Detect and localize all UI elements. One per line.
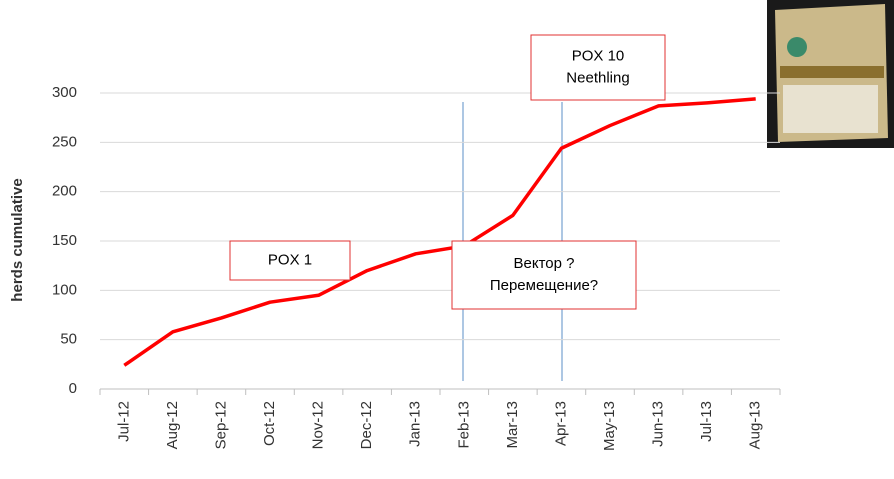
x-tick-label: Aug-13 bbox=[747, 401, 764, 449]
x-tick-label: Feb-13 bbox=[455, 401, 472, 449]
x-tick-label: Jul-12 bbox=[115, 401, 132, 442]
annotation-text: POX 1 bbox=[268, 251, 312, 268]
annotation-text: Перемещение? bbox=[490, 277, 598, 294]
chart: herds cumulative 0 50 100 150 200 250 300 Jul-1… bbox=[0, 0, 894, 479]
x-tick-label: Mar-13 bbox=[504, 401, 521, 449]
x-tick-label: Apr-13 bbox=[552, 401, 569, 446]
y-tick-label: 50 bbox=[60, 331, 77, 348]
x-tick-label: Jan-13 bbox=[407, 401, 424, 447]
x-tick-label: Jun-13 bbox=[650, 401, 667, 447]
x-tick-label: May-13 bbox=[601, 401, 618, 451]
x-tick-label: Aug-12 bbox=[164, 401, 181, 449]
y-tick-label: 250 bbox=[52, 133, 77, 150]
product-image bbox=[767, 0, 894, 148]
annotation-box bbox=[452, 241, 636, 309]
x-tick-label: Dec-12 bbox=[358, 401, 375, 449]
x-tick-label: Jul-13 bbox=[698, 401, 715, 442]
y-tick-label: 0 bbox=[69, 380, 77, 397]
x-tick-label: Sep-12 bbox=[212, 401, 229, 449]
x-tick-label: Nov-12 bbox=[310, 401, 327, 449]
annotation-text: Neethling bbox=[566, 69, 629, 86]
annotation-box bbox=[531, 35, 665, 100]
y-tick-label: 150 bbox=[52, 232, 77, 249]
annotation-text: POX 10 bbox=[572, 47, 625, 64]
y-axis-label: herds cumulative bbox=[9, 178, 26, 301]
annotation-text: Вектор ? bbox=[514, 255, 575, 272]
x-tick-label: Oct-12 bbox=[261, 401, 278, 446]
y-tick-label: 300 bbox=[52, 84, 77, 101]
y-tick-label: 100 bbox=[52, 281, 77, 298]
y-tick-label: 200 bbox=[52, 183, 77, 200]
data-line bbox=[124, 99, 755, 365]
